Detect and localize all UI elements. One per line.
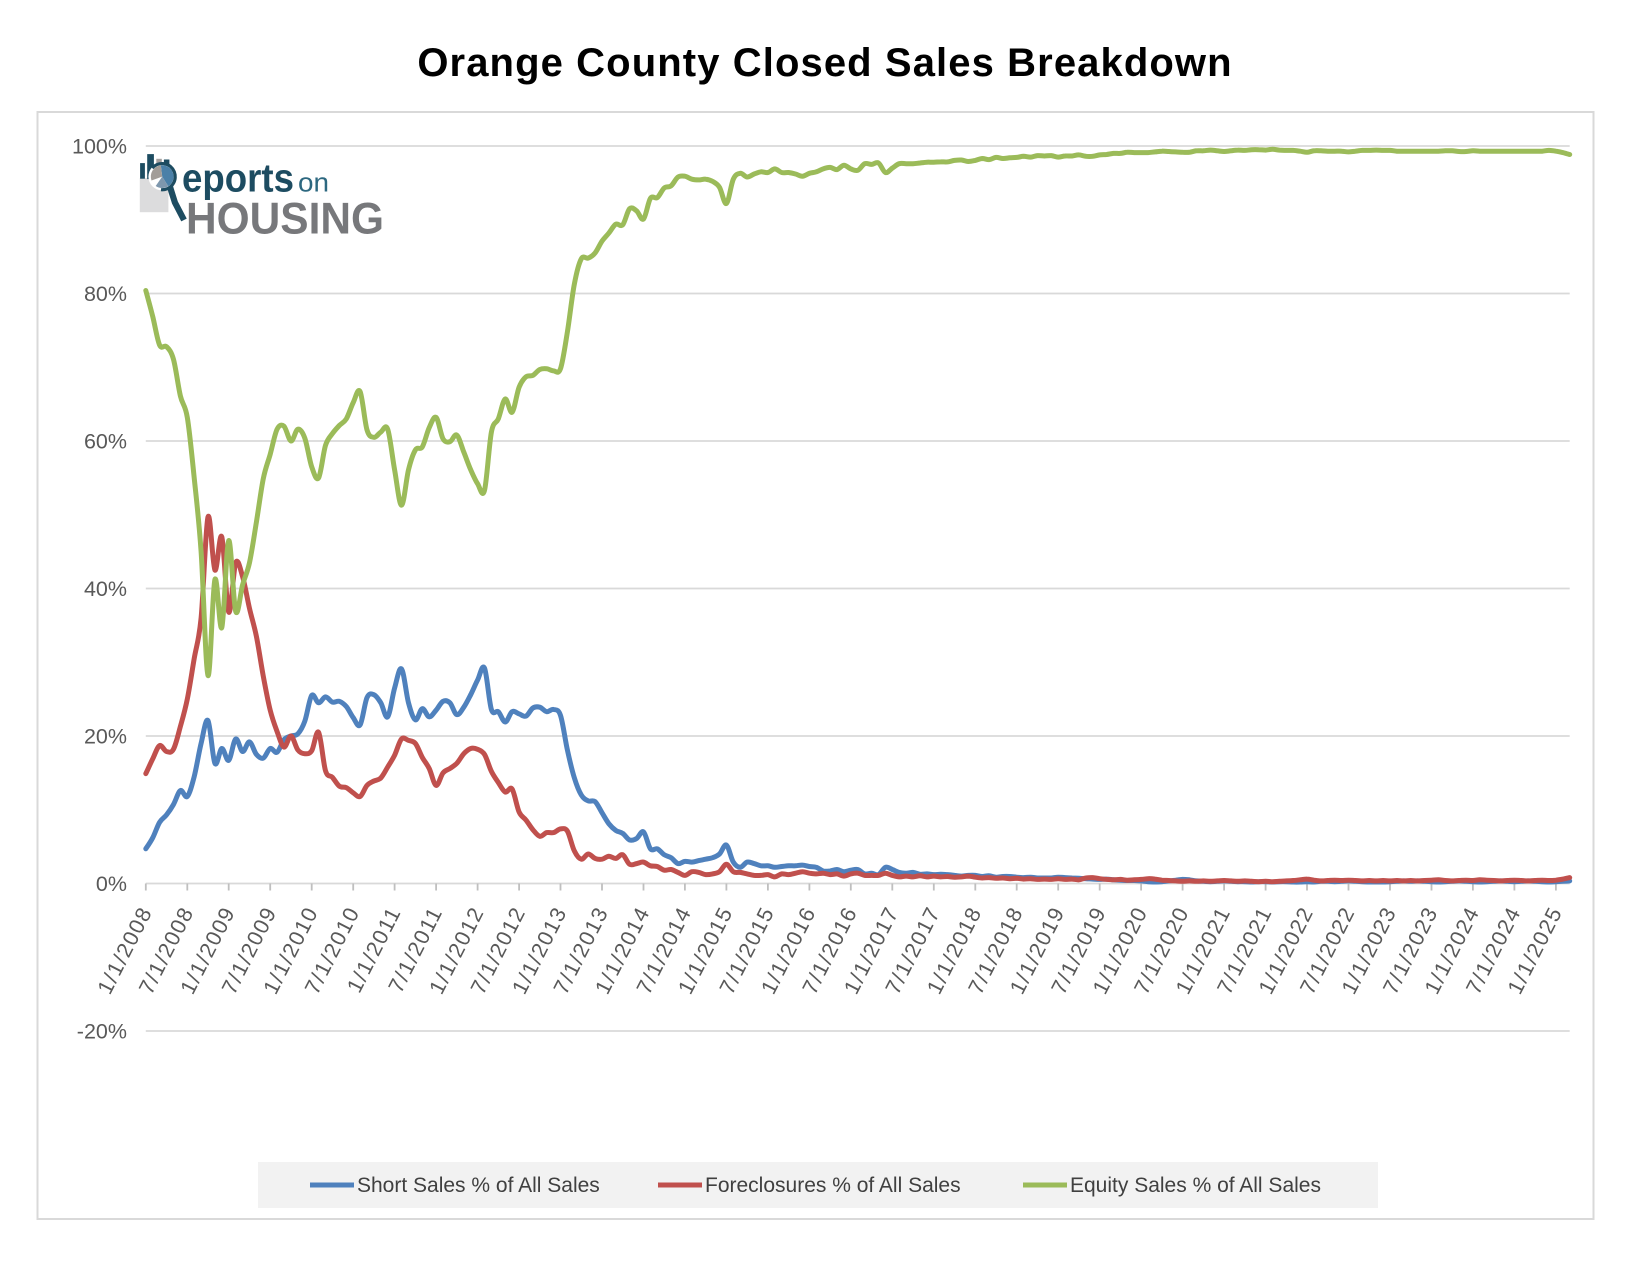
- svg-text:20%: 20%: [84, 725, 127, 749]
- svg-text:0%: 0%: [96, 872, 127, 896]
- svg-text:Foreclosures % of All Sales: Foreclosures % of All Sales: [705, 1174, 961, 1197]
- svg-text:Orange County Closed Sales Bre: Orange County Closed Sales Breakdown: [417, 41, 1232, 85]
- svg-text:40%: 40%: [84, 577, 127, 601]
- svg-text:eports: eports: [182, 156, 294, 200]
- svg-text:Short Sales % of All Sales: Short Sales % of All Sales: [357, 1174, 600, 1197]
- svg-text:-20%: -20%: [77, 1020, 127, 1044]
- svg-text:80%: 80%: [84, 282, 127, 306]
- svg-text:HOUSING: HOUSING: [186, 195, 384, 244]
- svg-text:100%: 100%: [72, 135, 127, 159]
- svg-text:on: on: [298, 167, 329, 197]
- svg-text:60%: 60%: [84, 430, 127, 454]
- svg-text:Equity Sales % of All Sales: Equity Sales % of All Sales: [1070, 1174, 1321, 1197]
